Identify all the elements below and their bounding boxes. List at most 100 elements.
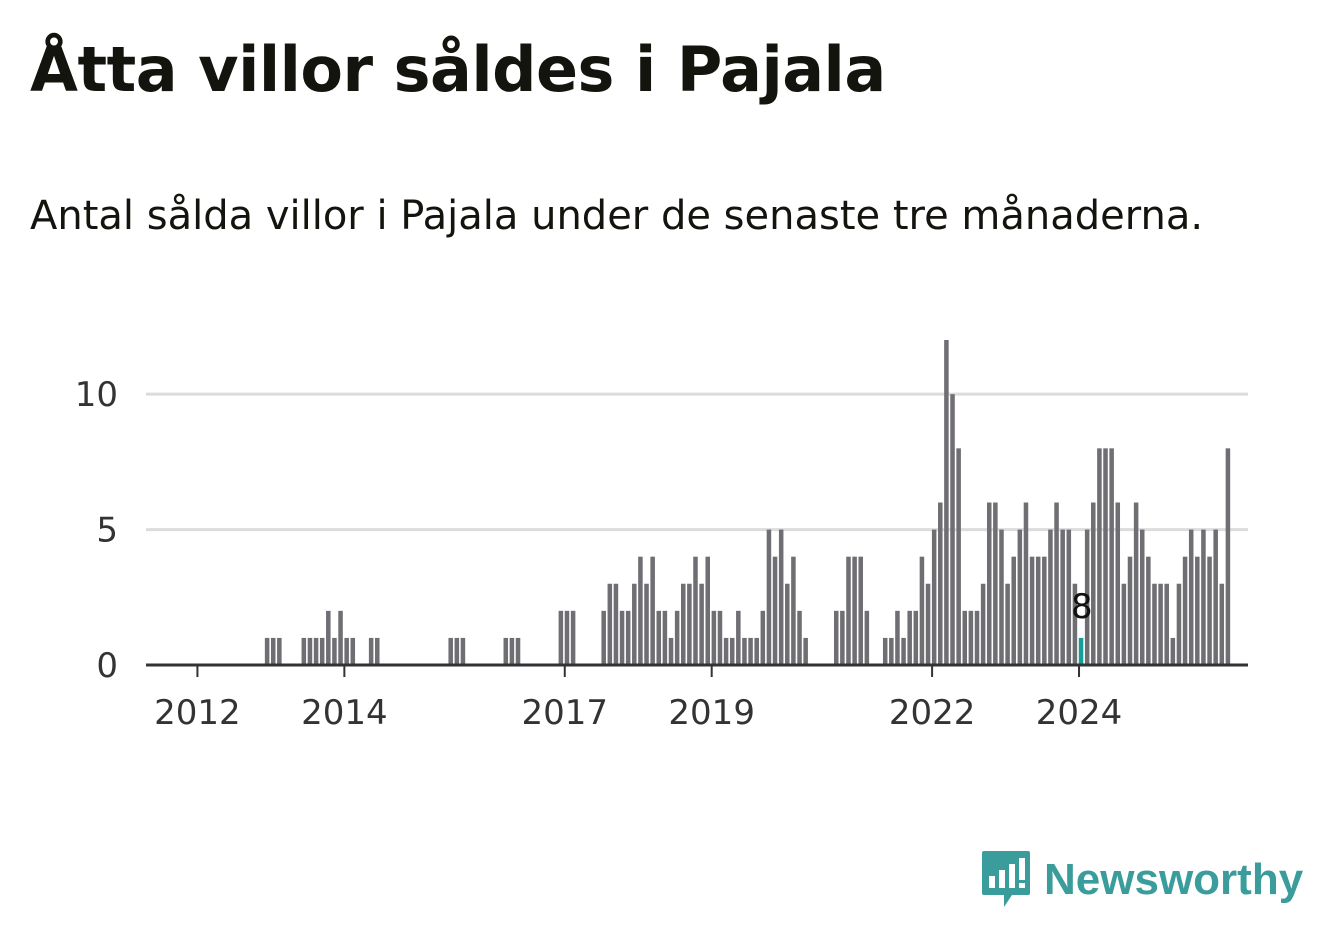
bar bbox=[515, 637, 521, 665]
bar bbox=[1139, 529, 1145, 665]
bar bbox=[882, 637, 888, 665]
bar bbox=[301, 637, 307, 665]
bar bbox=[1219, 583, 1225, 665]
bar bbox=[1023, 502, 1029, 665]
bar bbox=[980, 583, 986, 665]
bar bbox=[1072, 583, 1078, 665]
bar bbox=[632, 583, 637, 665]
bar bbox=[748, 637, 753, 665]
x-tick-label: 2022 bbox=[889, 693, 976, 733]
bar bbox=[913, 610, 919, 665]
bar bbox=[1188, 529, 1194, 665]
bar-layer bbox=[264, 340, 1231, 665]
bar bbox=[956, 448, 961, 665]
bar-chart-speech-bubble-icon bbox=[982, 851, 1030, 907]
x-tick-label: 2019 bbox=[668, 693, 755, 733]
bar bbox=[509, 637, 515, 665]
bar bbox=[1207, 556, 1212, 665]
x-tick-label: 2014 bbox=[301, 693, 388, 733]
bar bbox=[993, 502, 998, 665]
bar bbox=[729, 637, 735, 665]
bar bbox=[650, 556, 655, 665]
bar bbox=[607, 583, 613, 665]
bar bbox=[1213, 529, 1218, 665]
bar bbox=[1060, 529, 1065, 665]
bar bbox=[1042, 556, 1047, 665]
bar bbox=[625, 610, 631, 665]
bar bbox=[742, 637, 747, 665]
bar bbox=[644, 583, 649, 665]
bar bbox=[723, 637, 729, 665]
bar bbox=[638, 556, 643, 665]
bar bbox=[754, 637, 759, 665]
bar bbox=[1115, 502, 1121, 665]
bar bbox=[931, 529, 937, 665]
bar bbox=[974, 610, 980, 665]
bar bbox=[1084, 529, 1090, 665]
bar bbox=[1164, 583, 1169, 665]
bar bbox=[1011, 556, 1016, 665]
bar bbox=[717, 610, 723, 665]
bar bbox=[778, 529, 784, 665]
bar bbox=[1091, 502, 1096, 665]
bar bbox=[699, 583, 704, 665]
bar bbox=[889, 637, 894, 665]
bar bbox=[564, 610, 570, 665]
bar bbox=[503, 637, 509, 665]
bar bbox=[1066, 529, 1072, 665]
brand-name: Newsworthy bbox=[1044, 855, 1304, 904]
grid-layer bbox=[146, 392, 1248, 532]
bar bbox=[1158, 583, 1163, 665]
bar bbox=[1182, 556, 1188, 665]
bar bbox=[999, 529, 1004, 665]
bar bbox=[693, 556, 698, 665]
bar bbox=[1103, 448, 1108, 665]
bar bbox=[791, 556, 796, 665]
highlighted-bar bbox=[1078, 637, 1084, 665]
bar bbox=[375, 637, 380, 665]
bar bbox=[601, 610, 606, 665]
bar bbox=[919, 556, 925, 665]
bar bbox=[558, 610, 564, 665]
bar bbox=[350, 637, 356, 665]
bar bbox=[1121, 583, 1127, 665]
bar bbox=[1195, 556, 1200, 665]
bar bbox=[570, 610, 576, 665]
bar bbox=[1176, 583, 1182, 665]
bar bbox=[264, 637, 270, 665]
bar bbox=[962, 610, 968, 665]
bar bbox=[1054, 502, 1059, 665]
bar bbox=[864, 610, 870, 665]
bar bbox=[1133, 502, 1139, 665]
bar bbox=[950, 394, 955, 665]
bar bbox=[986, 502, 992, 665]
bar bbox=[448, 637, 453, 665]
bar bbox=[772, 556, 778, 665]
bar bbox=[858, 556, 863, 665]
bar bbox=[760, 610, 766, 665]
y-tick-label: 5 bbox=[96, 511, 118, 551]
bar bbox=[687, 583, 692, 665]
bar bbox=[662, 610, 668, 665]
bar bbox=[307, 637, 313, 665]
bar bbox=[1029, 556, 1035, 665]
bar bbox=[1017, 529, 1023, 665]
chart-subtitle: Antal sålda villor i Pajala under de sen… bbox=[30, 193, 1204, 239]
bar bbox=[277, 637, 282, 665]
bar bbox=[270, 637, 276, 665]
bar bbox=[613, 583, 619, 665]
bar bbox=[705, 556, 710, 665]
x-tick-label: 2017 bbox=[521, 693, 608, 733]
bar bbox=[1048, 529, 1053, 665]
bar bbox=[326, 610, 331, 665]
bar bbox=[944, 340, 949, 665]
bar bbox=[674, 610, 680, 665]
bar bbox=[319, 637, 325, 665]
bar bbox=[925, 583, 931, 665]
bar bbox=[680, 583, 686, 665]
bar bbox=[1152, 583, 1157, 665]
bar bbox=[901, 637, 906, 665]
y-tick-label: 0 bbox=[96, 646, 118, 686]
bar bbox=[968, 610, 974, 665]
bar bbox=[938, 502, 943, 665]
